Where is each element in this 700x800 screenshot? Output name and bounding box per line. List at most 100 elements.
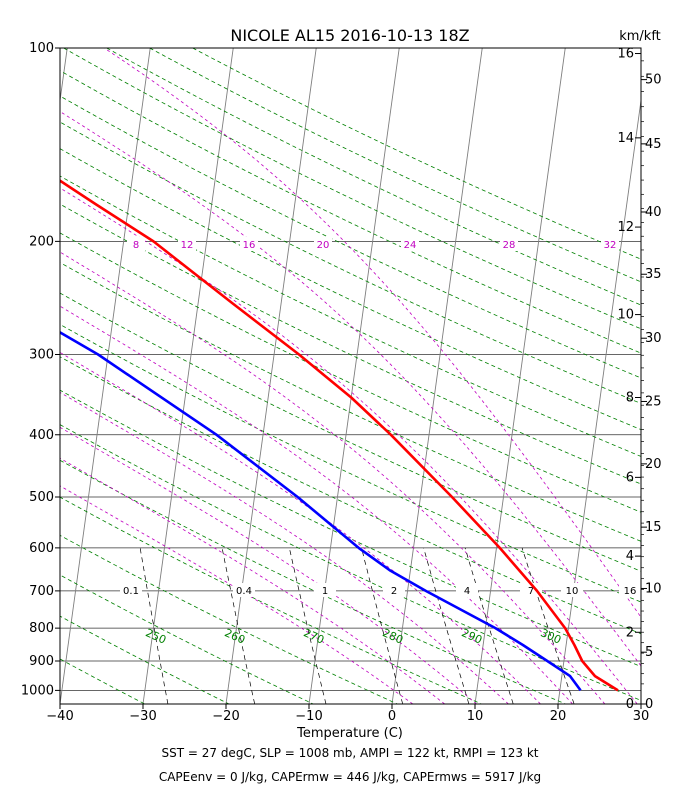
- km-tick-label: 6: [626, 470, 634, 485]
- mixing-label-bg: [233, 583, 255, 597]
- isotherm-line: [60, 48, 151, 704]
- moist-label-bg: [178, 237, 196, 251]
- x-tick-label: −20: [212, 709, 239, 724]
- kft-tick-label: 45: [645, 137, 662, 152]
- kft-tick-label: 25: [645, 394, 662, 409]
- mixing-label-bg: [619, 583, 641, 597]
- kft-tick-label: 40: [645, 205, 662, 220]
- mixing-ratio-label: 0.1: [123, 586, 139, 597]
- isotherm-line: [557, 97, 641, 704]
- y-tick-label: 300: [29, 347, 54, 362]
- kft-tick-label: 35: [645, 267, 662, 282]
- dry-adiabat-line: [60, 323, 641, 603]
- mixing-ratio-line: [288, 547, 327, 704]
- mixing-ratio-line: [464, 547, 514, 704]
- x-tick-label: 30: [633, 709, 650, 724]
- dry-adiabat-label: 250: [144, 626, 168, 646]
- moist-adiabat-line: [60, 351, 541, 704]
- kft-tick-label: 15: [645, 520, 662, 535]
- x-tick-label: −40: [46, 709, 73, 724]
- dry-adiabat-line: [149, 48, 641, 283]
- right-axis-label: km/kft: [619, 29, 661, 44]
- mixing-ratio-label: 2: [391, 586, 397, 597]
- mixing-ratio-label: 16: [624, 586, 637, 597]
- dry-adiabat-line: [60, 232, 641, 513]
- dry-adiabat-line: [60, 121, 641, 404]
- dry-adiabat-line: [63, 48, 641, 330]
- km-tick-label: 12: [617, 220, 634, 235]
- moist-adiabat-label: 20: [317, 240, 330, 251]
- kft-tick-label: 0: [645, 697, 653, 712]
- mixing-label-bg: [520, 583, 542, 597]
- mixing-label-bg: [383, 583, 405, 597]
- dry-adiabat-line: [60, 95, 641, 379]
- moist-adiabat-line: [60, 457, 445, 704]
- moist-label-bg: [500, 237, 518, 251]
- chart-series: [60, 179, 619, 692]
- mixing-ratio-label: 7: [528, 586, 534, 597]
- isotherm-line: [474, 48, 566, 704]
- x-tick-label: 0: [388, 709, 396, 724]
- x-tick-label: 10: [467, 709, 484, 724]
- mixing-label-bg: [561, 583, 583, 597]
- isotherm-line: [391, 48, 483, 704]
- isotherm-line: [142, 48, 234, 704]
- moist-adiabat-line: [60, 426, 477, 704]
- mixing-ratio-line: [139, 547, 169, 704]
- moist-adiabat-line: [60, 485, 414, 704]
- moist-adiabat-label: 12: [181, 240, 194, 251]
- y-tick-label: 100: [29, 41, 54, 56]
- km-tick-label: 0: [626, 697, 634, 712]
- dry-adiabat-line: [60, 148, 641, 431]
- mixing-ratio-label: 0.4: [236, 586, 252, 597]
- kft-tick-label: 30: [645, 331, 662, 346]
- moist-adiabat-line: [60, 251, 606, 704]
- moist-adiabat-label: 28: [503, 240, 516, 251]
- footer-line-2: CAPEenv = 0 J/kg, CAPErmw = 446 J/kg, CA…: [159, 770, 541, 784]
- mixing-ratio-label: 4: [464, 586, 470, 597]
- moist-adiabat-line: [60, 391, 509, 704]
- kft-tick-label: 20: [645, 457, 662, 472]
- mixing-ratio-line: [521, 547, 575, 704]
- x-tick-label: 20: [550, 709, 567, 724]
- y-tick-label: 1000: [21, 683, 54, 698]
- dry-adiabat-label: 270: [302, 626, 326, 646]
- moist-adiabat-label: 24: [404, 240, 417, 251]
- dry-adiabat-line: [192, 48, 641, 260]
- dry-adiabat-line: [60, 534, 398, 704]
- moist-adiabat-label: 32: [604, 240, 617, 251]
- dry-adiabat-line: [60, 459, 566, 704]
- temperature-line: [60, 179, 619, 692]
- mixing-ratio-line: [221, 547, 256, 704]
- mixing-label-bg: [456, 583, 478, 597]
- dry-adiabat-line: [60, 292, 641, 572]
- dry-adiabat-line: [60, 70, 641, 354]
- dry-adiabat-line: [60, 658, 145, 704]
- moist-label-bg: [314, 237, 332, 251]
- y-tick-label: 200: [29, 234, 54, 249]
- dry-adiabat-line: [60, 496, 482, 704]
- km-tick-label: 14: [617, 131, 634, 146]
- dry-adiabat-line: [60, 703, 61, 704]
- dry-adiabat-line: [60, 356, 641, 635]
- mixing-ratio-line: [423, 547, 470, 704]
- moist-label-bg: [240, 237, 258, 251]
- mixing-ratio-label: 10: [566, 586, 579, 597]
- dry-adiabat-line: [106, 48, 641, 306]
- km-tick-label: 10: [617, 308, 634, 323]
- kft-tick-label: 50: [645, 73, 662, 88]
- km-tick-label: 4: [626, 549, 634, 564]
- footer-line-1: SST = 27 degC, SLP = 1008 mb, AMPI = 122…: [161, 746, 538, 760]
- y-tick-label: 600: [29, 541, 54, 556]
- dry-adiabat-line: [60, 203, 641, 485]
- dry-adiabat-label: 290: [460, 626, 484, 646]
- plot-frame: [59, 47, 642, 705]
- km-tick-label: 16: [617, 47, 634, 62]
- x-axis-label: Temperature (C): [296, 726, 403, 741]
- y-tick-label: 400: [29, 428, 54, 443]
- y-tick-label: 500: [29, 490, 54, 505]
- km-tick-label: 8: [626, 391, 634, 406]
- dry-adiabat-label: 300: [539, 626, 563, 646]
